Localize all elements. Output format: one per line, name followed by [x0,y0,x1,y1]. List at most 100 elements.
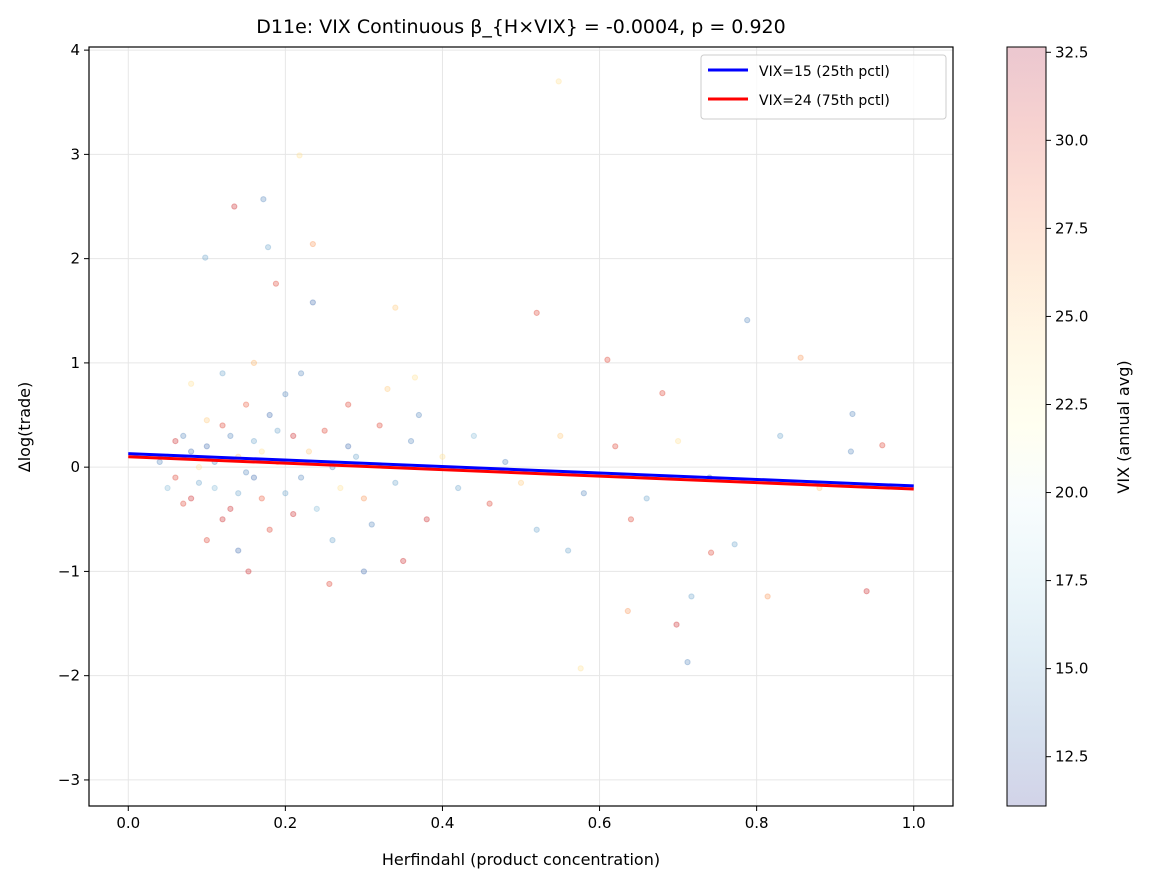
data-point [297,474,305,481]
data-point [188,448,195,455]
data-point [557,432,564,439]
data-point [345,443,352,450]
data-point [533,526,540,533]
fit-line [128,455,914,491]
colorbar-tick-label: 17.5 [1055,572,1088,590]
y-tick-label: −3 [58,771,80,789]
y-tick-label: 4 [70,41,80,59]
data-point [309,240,316,248]
x-ticks: 0.0 0.2 0.4 0.6 0.8 1.0 [116,806,926,832]
data-point [863,588,870,595]
data-point [604,356,611,363]
data-point [360,495,368,502]
data-point [407,437,415,445]
data-point [777,432,784,439]
data-point [368,521,375,528]
data-point [329,537,336,544]
data-point [172,474,179,481]
data-point [250,359,258,367]
data-point [376,422,383,429]
data-point [684,659,691,666]
data-point [879,442,886,449]
data-point [555,78,562,85]
data-point [415,411,422,419]
data-point [266,526,273,533]
data-point [180,500,187,507]
data-point [242,401,250,408]
data-point [849,410,856,418]
data-point [297,370,305,377]
data-point [227,505,234,512]
colorbar-tick-label: 30.0 [1055,131,1088,149]
data-point [400,557,407,565]
data-point [250,474,258,481]
data-point [411,374,419,381]
data-point [290,510,297,518]
chart-title: D11e: VIX Continuous β_{H×VIX} = -0.0004… [256,16,785,38]
y-tick-label: −1 [58,562,80,580]
y-tick-label: 2 [70,250,80,268]
data-point [517,479,525,486]
data-point [203,537,210,544]
colorbar [1006,46,1047,807]
colorbar-tick-label: 12.5 [1055,748,1088,766]
data-point [455,484,462,492]
data-point [352,453,360,460]
data-point [258,495,265,502]
data-point [659,390,666,397]
data-point [296,152,303,159]
colorbar-label: VIX (annual avg) [1114,360,1133,493]
data-point [250,437,258,445]
data-point [235,490,242,497]
y-ticks: −3 −2 −1 0 1 2 3 4 [58,41,89,789]
data-point [502,458,509,466]
data-point [384,385,391,393]
data-point [195,479,203,486]
x-tick-label: 0.4 [431,814,455,832]
data-point [242,469,250,476]
colorbar-tick-label: 27.5 [1055,219,1088,237]
data-point [731,541,738,548]
data-point [274,427,281,434]
data-point [309,299,316,306]
data-point [744,317,751,324]
data-point [264,244,272,251]
data-point [258,448,265,455]
grid [89,47,953,806]
data-point [260,196,267,203]
fit-lines [128,452,914,491]
colorbar-tick-label: 25.0 [1055,307,1088,325]
legend: VIX=15 (25th pctl) VIX=24 (75th pctl) [700,54,947,120]
data-point [305,448,313,455]
data-point [313,505,320,512]
data-point [423,516,430,523]
plot-frame [88,46,954,807]
legend-label-vix24: VIX=24 (75th pctl) [759,93,890,109]
x-tick-label: 0.2 [273,814,297,832]
data-point [707,549,715,556]
legend-label-vix15: VIX=15 (25th pctl) [759,64,890,80]
data-point [266,411,273,419]
y-axis-label: Δlog(trade) [15,382,34,472]
data-point [227,432,234,439]
data-point [180,432,187,439]
data-point [577,665,584,672]
data-point [203,443,210,450]
data-point [345,401,352,408]
scatter-points [156,78,886,672]
data-point [565,547,572,554]
data-point [219,422,226,429]
x-tick-label: 1.0 [902,814,926,832]
y-tick-label: −2 [58,667,80,685]
data-point [439,453,446,460]
data-point [392,304,399,311]
data-point [643,495,650,502]
data-point [272,280,280,287]
data-point [211,484,218,492]
x-axis-label: Herfindahl (product concentration) [382,850,660,869]
data-point [164,484,171,492]
x-tick-label: 0.8 [745,814,769,832]
data-point [764,593,771,600]
colorbar-tick-label: 15.0 [1055,660,1088,678]
data-point [188,380,195,387]
